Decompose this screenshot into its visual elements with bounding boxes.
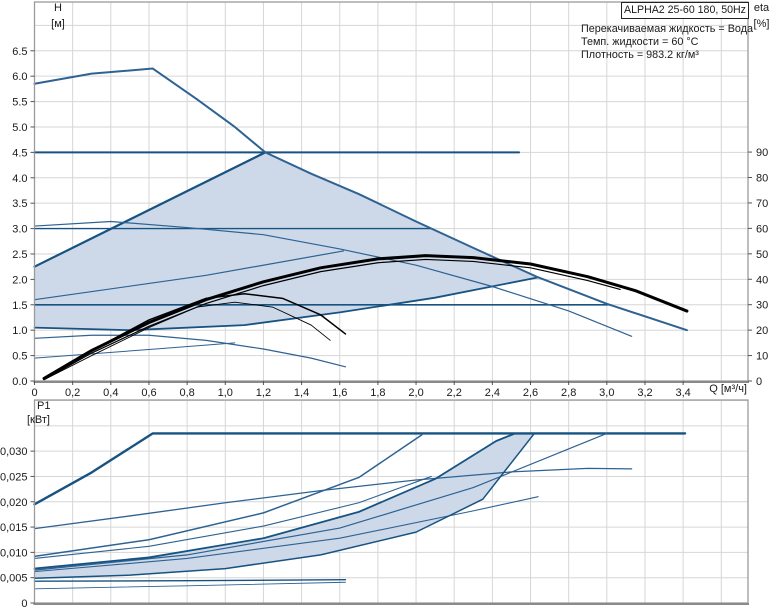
svg-text:2,4: 2,4	[485, 387, 500, 399]
svg-text:0.5: 0.5	[12, 351, 27, 363]
y-axis-unit-p1: [кВт]	[27, 414, 50, 426]
svg-text:70: 70	[756, 198, 768, 210]
svg-text:0: 0	[31, 387, 37, 399]
y-axis-unit-h: [м]	[51, 18, 65, 30]
svg-text:0,015: 0,015	[0, 522, 28, 534]
svg-text:0,010: 0,010	[0, 547, 28, 559]
svg-text:4.0: 4.0	[12, 173, 27, 185]
svg-text:2.0: 2.0	[12, 274, 27, 286]
y2-axis-title-eta: eta	[753, 2, 770, 14]
svg-text:0,020: 0,020	[0, 497, 28, 509]
svg-text:0,025: 0,025	[0, 471, 28, 483]
fluid-info-block: Перекачиваемая жидкость = Вода Темп. жид…	[581, 23, 753, 62]
svg-text:0,4: 0,4	[103, 387, 118, 399]
svg-text:40: 40	[756, 274, 768, 286]
pump-model-title-box: ALPHA2 25-60 180, 50Hz	[621, 2, 749, 19]
x-axis-title-q: Q [м³/ч]	[709, 383, 747, 395]
y-axis-title-p1: P1	[37, 400, 51, 412]
svg-text:0,8: 0,8	[179, 387, 194, 399]
svg-text:0,2: 0,2	[65, 387, 80, 399]
svg-text:6.5: 6.5	[12, 46, 27, 58]
svg-text:60: 60	[756, 223, 768, 235]
svg-text:0,030: 0,030	[0, 446, 28, 458]
fluid-info-line: Перекачиваемая жидкость = Вода	[581, 23, 754, 35]
svg-text:3.0: 3.0	[12, 224, 27, 236]
svg-text:5.0: 5.0	[12, 122, 27, 134]
svg-text:4.5: 4.5	[12, 147, 27, 159]
svg-text:90: 90	[756, 147, 768, 159]
svg-text:0: 0	[756, 376, 762, 388]
svg-text:0: 0	[21, 598, 27, 610]
svg-text:3,4: 3,4	[675, 387, 690, 399]
svg-text:1,6: 1,6	[332, 387, 347, 399]
svg-text:0.0: 0.0	[12, 376, 27, 388]
svg-text:3,0: 3,0	[599, 387, 614, 399]
y2-axis-unit-eta: [%]	[753, 18, 770, 30]
svg-text:50: 50	[756, 249, 768, 261]
svg-text:20: 20	[756, 325, 768, 337]
svg-text:2,8: 2,8	[561, 387, 576, 399]
svg-text:2,2: 2,2	[447, 387, 462, 399]
svg-text:1,8: 1,8	[370, 387, 385, 399]
svg-text:2.5: 2.5	[12, 249, 27, 261]
svg-text:80: 80	[756, 173, 768, 185]
svg-text:6.0: 6.0	[12, 71, 27, 83]
svg-text:1.0: 1.0	[12, 325, 27, 337]
y-axis-title-h: H	[54, 2, 62, 14]
svg-text:30: 30	[756, 300, 768, 312]
svg-text:3.5: 3.5	[12, 198, 27, 210]
svg-text:1,0: 1,0	[218, 387, 233, 399]
svg-text:1,4: 1,4	[294, 387, 309, 399]
svg-text:0,6: 0,6	[141, 387, 156, 399]
svg-text:1.5: 1.5	[12, 300, 27, 312]
svg-text:2,6: 2,6	[523, 387, 538, 399]
svg-text:5.5: 5.5	[12, 97, 27, 109]
svg-text:3,2: 3,2	[637, 387, 652, 399]
svg-text:1,2: 1,2	[256, 387, 271, 399]
svg-text:0,005: 0,005	[0, 573, 28, 585]
fluid-info-line: Темп. жидкости = 60 °C	[581, 36, 699, 48]
svg-text:10: 10	[756, 351, 768, 363]
fluid-info-line: Плотность = 983.2 кг/м³	[581, 49, 699, 61]
svg-text:2,0: 2,0	[408, 387, 423, 399]
